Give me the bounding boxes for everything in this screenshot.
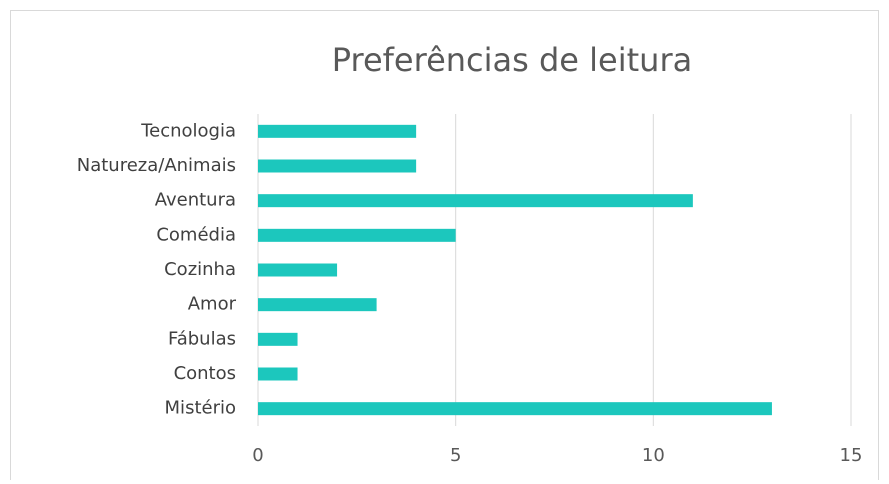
bar (258, 298, 377, 312)
bar (258, 263, 338, 277)
bar (258, 402, 772, 416)
bar (258, 228, 456, 242)
y-tick-label: Cozinha (164, 259, 236, 280)
y-tick-label: Tecnologia (140, 120, 236, 141)
x-tick-label: 10 (642, 445, 665, 466)
y-tick-label: Aventura (155, 190, 236, 211)
x-tick-label: 5 (450, 445, 461, 466)
y-tick-label: Mistério (165, 398, 236, 419)
bar (258, 194, 693, 208)
x-tick-label: 0 (252, 445, 263, 466)
y-tick-label: Amor (188, 294, 237, 315)
y-tick-label: Comédia (156, 224, 236, 245)
bar (258, 367, 298, 381)
x-tick-label: 15 (840, 445, 863, 466)
y-tick-label: Natureza/Animais (77, 155, 236, 176)
chart-title: Preferências de leitura (332, 41, 692, 79)
y-tick-label: Contos (174, 363, 236, 384)
bar (258, 124, 417, 138)
y-tick-label: Fábulas (168, 328, 236, 349)
bar (258, 159, 417, 173)
bar (258, 332, 298, 346)
